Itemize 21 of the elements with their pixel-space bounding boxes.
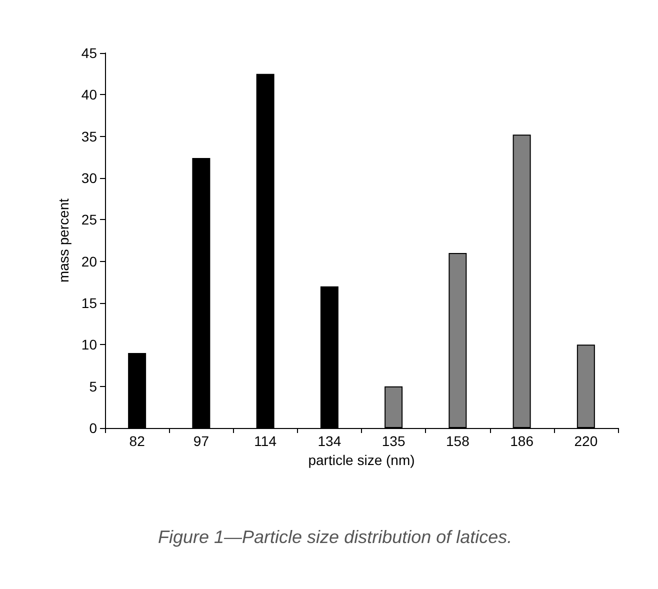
- y-tick-label: 10: [81, 336, 98, 353]
- y-tick-label: 0: [89, 420, 98, 436]
- x-axis-title: particle size (nm): [308, 452, 415, 468]
- y-tick-label: 15: [81, 295, 98, 311]
- x-tick-label: 82: [129, 433, 146, 449]
- y-tick-label: 5: [89, 378, 98, 394]
- x-tick-label: 158: [446, 433, 470, 449]
- y-tick-label: 35: [81, 128, 98, 144]
- y-axis-title: mass percent: [56, 198, 72, 283]
- x-tick-label: 97: [193, 433, 210, 449]
- caption: Figure 1—Particle size distribution of latices.: [158, 527, 512, 547]
- y-tick-label: 45: [81, 45, 98, 61]
- x-tick-label: 114: [254, 433, 277, 449]
- y-tick-label: 30: [81, 170, 98, 186]
- x-tick-label: 135: [382, 433, 406, 449]
- x-tick-label: 134: [318, 433, 342, 449]
- y-tick-label: 20: [81, 253, 98, 270]
- y-tick-label: 25: [81, 212, 98, 228]
- x-tick-label: 186: [510, 433, 534, 449]
- y-tick-label: 40: [81, 86, 98, 103]
- x-tick-label: 220: [574, 433, 598, 449]
